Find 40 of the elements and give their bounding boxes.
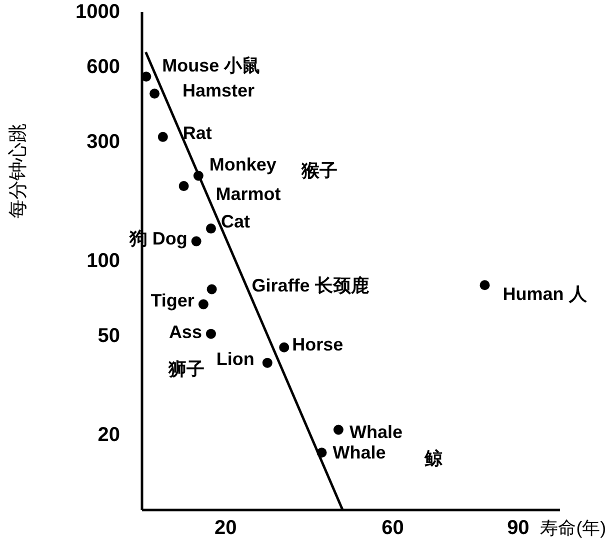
annotation: Whale	[349, 422, 402, 442]
annotation: Monkey	[209, 154, 276, 175]
annotation: Lion	[216, 348, 254, 369]
annotation: Ass	[168, 322, 202, 342]
annotation: Rat	[182, 122, 212, 143]
y-tick-label: 50	[98, 324, 120, 347]
annotation: Mouse 小鼠	[162, 56, 260, 76]
annotation: Tiger	[150, 290, 194, 310]
point	[206, 224, 216, 234]
x-axis-title: 寿命(年)	[540, 518, 606, 538]
point	[333, 424, 344, 435]
annotation: Marmot	[216, 184, 281, 204]
y-tick-label: 600	[86, 56, 120, 78]
annotation: 鲸	[424, 448, 443, 469]
x-tick-label: 60	[382, 517, 404, 539]
annotation: Cat	[220, 212, 250, 232]
annotation: Human 人	[502, 284, 588, 304]
y-axis-title: 每分钟心跳	[7, 124, 29, 218]
x-tick-label: 90	[507, 517, 530, 539]
annotation: Whale	[332, 442, 386, 463]
annotation: 猴子	[300, 160, 338, 181]
point	[198, 299, 208, 310]
y-tick-label: 300	[86, 131, 120, 154]
point	[150, 88, 160, 99]
annotation: Horse	[292, 334, 344, 354]
x-tick-label: 20	[214, 517, 237, 539]
point	[191, 236, 202, 246]
y-tick-label: 20	[98, 424, 120, 446]
point	[262, 358, 272, 368]
annotation: Giraffe 长颈鹿	[252, 275, 369, 296]
annotation: Hamster	[182, 80, 255, 101]
annotation: 狮子	[167, 358, 204, 379]
y-tick-label: 100	[86, 250, 120, 272]
point	[178, 181, 189, 192]
point	[206, 284, 217, 294]
y-tick-label: 1000	[76, 1, 120, 23]
point	[206, 328, 216, 339]
point	[279, 342, 290, 352]
point	[480, 280, 490, 290]
point	[158, 132, 168, 142]
